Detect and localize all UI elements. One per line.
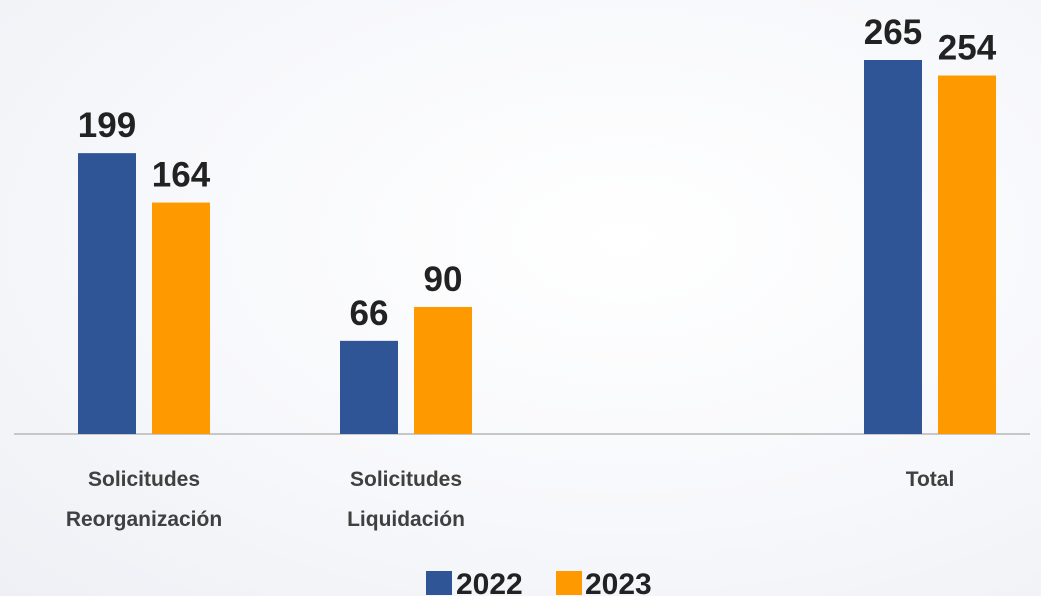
value-label-2023-2: 254 bbox=[938, 29, 997, 68]
category-label-2-0: Total bbox=[906, 468, 955, 491]
legend-swatch-2023 bbox=[556, 571, 582, 595]
value-label-2022-0: 199 bbox=[78, 106, 136, 145]
value-label-2022-1: 66 bbox=[350, 294, 389, 333]
legend-swatch-2022 bbox=[426, 571, 452, 595]
legend-label-2022: 2022 bbox=[456, 568, 523, 596]
bar-2023-0 bbox=[152, 202, 210, 434]
bars bbox=[78, 60, 996, 435]
bar-2023-2 bbox=[938, 75, 996, 434]
bar-2022-2 bbox=[864, 60, 922, 434]
category-labels: Solicitudes Reorganización Solicitudes Liqu… bbox=[66, 468, 954, 531]
category-label-1-1: Liquidación bbox=[347, 508, 465, 531]
value-label-2023-1: 90 bbox=[424, 260, 463, 299]
value-label-2023-0: 164 bbox=[152, 156, 211, 195]
value-label-2022-2: 265 bbox=[864, 13, 922, 52]
legend: 2022 2023 bbox=[426, 568, 652, 596]
category-label-0-0: Solicitudes bbox=[88, 468, 200, 491]
bar-2023-1 bbox=[414, 306, 472, 434]
value-labels: 199 164 66 90 265 254 bbox=[78, 13, 997, 333]
bar-2022-1 bbox=[340, 340, 398, 434]
category-label-1-0: Solicitudes bbox=[350, 468, 462, 491]
bar-2022-0 bbox=[78, 153, 136, 435]
category-label-0-1: Reorganización bbox=[66, 508, 222, 531]
legend-label-2023: 2023 bbox=[585, 568, 652, 596]
